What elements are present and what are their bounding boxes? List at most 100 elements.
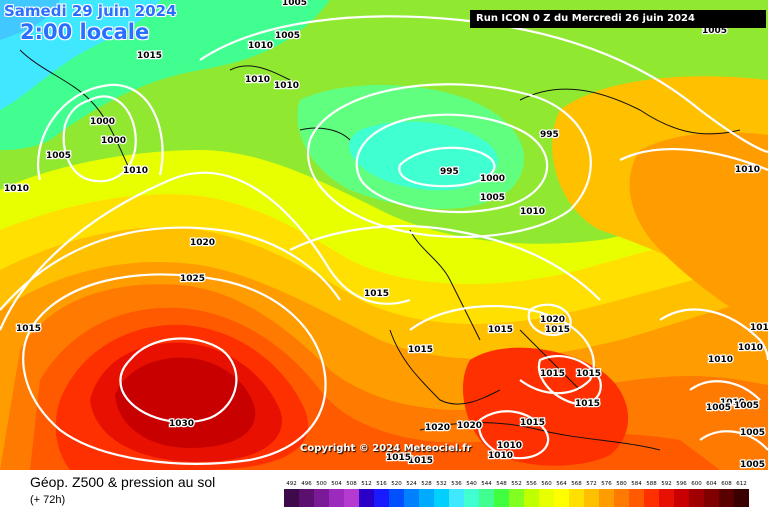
isobar-1015-mid (289, 225, 601, 301)
coast-france (409, 229, 481, 341)
forecast-time: 2:00 locale (20, 20, 150, 44)
isobar-label: 1010 (520, 207, 545, 217)
legend-swatch (524, 489, 539, 507)
field-532 (0, 0, 60, 40)
isobar-1010-africa (478, 410, 550, 460)
isobar-label: 1005 (706, 403, 731, 413)
isobar-label: 1010 (708, 355, 733, 365)
weather-map: 1005 1015 1010 1005 1010 1010 1000 1000 … (0, 0, 768, 470)
isobar-1000 (355, 113, 549, 214)
isobar-label: 1005 (734, 401, 759, 411)
coast-scandinavia (519, 88, 741, 135)
isobar-label: 1010 (488, 451, 513, 461)
isobar-label: 1010 (738, 343, 763, 353)
isobar-label: 1015 (540, 369, 565, 379)
legend-tick-label: 512 (361, 481, 372, 487)
field-596 (115, 357, 256, 448)
isobar-label: 1005 (740, 460, 765, 470)
legend-tick-label: 564 (556, 481, 567, 487)
isobar-995 (398, 146, 496, 188)
lead-time: (+ 72h) (30, 494, 66, 506)
isobar-label: 1025 (180, 274, 205, 284)
legend-tick-label: 496 (301, 481, 312, 487)
isobar-1025 (22, 273, 327, 465)
isobar-label: 1020 (540, 315, 565, 325)
isobar-1005-east (689, 380, 761, 401)
legend-tick-label: 500 (316, 481, 327, 487)
isobar-label: 1005 (740, 428, 765, 438)
color-scale-legend: 492 496 500 504 508 512 516 520 524 528 532 536 540 5… (284, 481, 749, 507)
isobar-label: 1015 (750, 323, 768, 333)
isobar-label: 1010 (720, 398, 745, 408)
isobar-labels: 1005 1015 1010 1005 1010 1010 1000 1000 … (3, 0, 768, 470)
forecast-date: Samedi 29 juin 2024 (4, 2, 177, 20)
legend-swatch (629, 489, 644, 507)
isobar-1020-alps (527, 303, 572, 337)
coast-iceland (299, 127, 351, 141)
legend-tick-label: 568 (571, 481, 582, 487)
legend-swatch (704, 489, 719, 507)
legend-tick-label: 580 (616, 481, 627, 487)
legend-tick-label: 540 (466, 481, 477, 487)
isobar-1015 (0, 171, 411, 331)
isobar-label: 1015 (520, 418, 545, 428)
legend-swatch (554, 489, 569, 507)
isobar-1015-iberia (409, 304, 595, 395)
legend-swatch (434, 489, 449, 507)
map-footer: Géop. Z500 & pression au sol (+ 72h) 492… (0, 470, 768, 512)
isobar-label: 995 (540, 130, 559, 140)
isobar-label: 1015 (408, 456, 433, 466)
isobar-label: 1000 (480, 174, 505, 184)
legend-swatch (614, 489, 629, 507)
isobar-greenland-1005 (37, 83, 164, 181)
legend-tick-label: 572 (586, 481, 597, 487)
legend-tick-label: 596 (676, 481, 687, 487)
isobar-label: 1010 (123, 166, 148, 176)
coast-italy (519, 329, 581, 391)
legend-swatch (419, 489, 434, 507)
isobar-label: 1020 (425, 423, 450, 433)
legend-swatch (404, 489, 419, 507)
isobar-label: 1020 (457, 421, 482, 431)
legend-swatch (299, 489, 314, 507)
isobar-label: 1000 (101, 136, 126, 146)
legend-swatch (464, 489, 479, 507)
isobar-label: 1010 (245, 75, 270, 85)
isobar-label: 1015 (545, 325, 570, 335)
legend-tick-label: 560 (541, 481, 552, 487)
legend-tick-label: 608 (721, 481, 732, 487)
isobar-label: 1015 (137, 51, 162, 61)
legend-swatch (359, 489, 374, 507)
z500-color-field (0, 0, 768, 470)
legend-swatch (644, 489, 659, 507)
legend-swatch (494, 489, 509, 507)
field-576-east (629, 132, 768, 330)
isobar-1005-se (699, 430, 768, 451)
legend-swatch (719, 489, 734, 507)
legend-swatch (584, 489, 599, 507)
legend-swatch (344, 489, 359, 507)
legend-swatch (659, 489, 674, 507)
legend-swatch (329, 489, 344, 507)
isobar-greenland-1000 (62, 95, 137, 183)
legend-tick-label: 556 (526, 481, 537, 487)
isobar-1020 (0, 226, 341, 311)
legend-swatch (374, 489, 389, 507)
isobar-label: 1020 (190, 238, 215, 248)
legend-tick-label: 592 (661, 481, 672, 487)
isobar-label: 1030 (169, 419, 194, 429)
legend-swatch (599, 489, 614, 507)
isobar-label: 995 (440, 167, 459, 177)
isobar-label: 1015 (16, 324, 41, 334)
coast-arctic (229, 65, 291, 81)
legend-tick-label: 532 (436, 481, 447, 487)
legend-tick-label: 552 (511, 481, 522, 487)
legend-swatch (569, 489, 584, 507)
legend-tick-label: 508 (346, 481, 357, 487)
legend-tick-label: 576 (601, 481, 612, 487)
legend-swatch (284, 489, 299, 507)
run-info-banner: Run ICON 0 Z du Mercredi 26 juin 2024 (470, 10, 766, 28)
isobar-label: 1010 (274, 81, 299, 91)
legend-swatch (314, 489, 329, 507)
